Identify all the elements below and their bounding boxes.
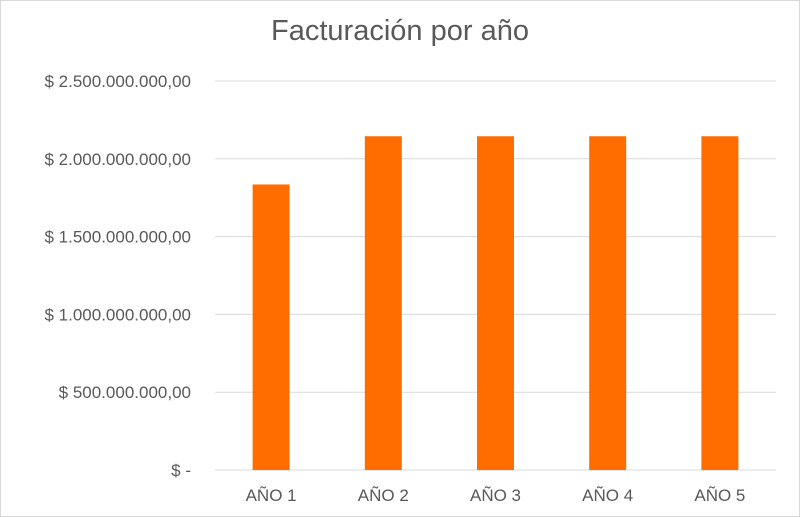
bar (701, 136, 739, 470)
x-tick-label: AÑO 4 (582, 486, 633, 505)
x-tick-label: AÑO 1 (246, 486, 297, 505)
y-tick-label: $ 1.000.000.000,00 (44, 305, 191, 324)
chart-title: Facturación por año (271, 15, 529, 47)
bar (252, 184, 290, 470)
y-tick-label: $ 2.000.000.000,00 (44, 150, 191, 169)
bar (477, 136, 514, 470)
y-tick-label: $ 2.500.000.000,00 (44, 72, 191, 91)
y-tick-label: $ 500.000.000,00 (59, 383, 191, 402)
y-tick-label: $ 1.500.000.000,00 (44, 228, 191, 247)
y-tick-label: $ - (171, 461, 191, 480)
bar (364, 136, 402, 470)
x-tick-label: AÑO 3 (470, 486, 521, 505)
bar (589, 136, 627, 470)
x-tick-label: AÑO 2 (358, 486, 409, 505)
x-tick-label: AÑO 5 (694, 486, 745, 505)
